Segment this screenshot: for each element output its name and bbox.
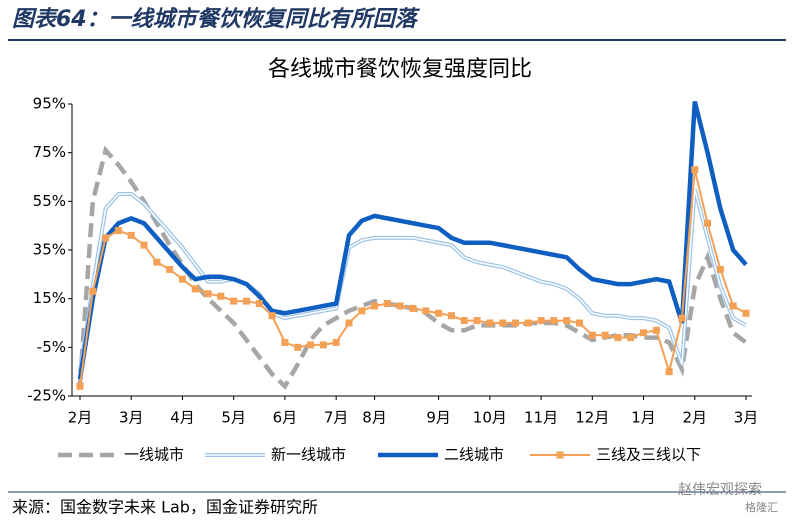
- point-marker: [665, 368, 673, 376]
- point-marker: [230, 297, 238, 305]
- point-marker: [396, 302, 404, 310]
- point-marker: [563, 317, 571, 325]
- point-marker: [627, 334, 635, 342]
- legend-label: 新一线城市: [271, 446, 346, 464]
- point-marker: [576, 319, 583, 327]
- y-tick-label: 75%: [33, 143, 66, 161]
- point-marker: [716, 265, 724, 273]
- point-marker: [307, 341, 315, 349]
- source: 来源：国金数字未来 Lab，国金证券研究所: [12, 498, 318, 517]
- x-tick-label: 1月: [631, 409, 656, 427]
- point-marker: [422, 307, 430, 315]
- x-tick-label: 10月: [473, 409, 507, 427]
- x-tick-label: 2月: [68, 409, 93, 427]
- x-tick-label: 7月: [324, 409, 349, 427]
- point-marker: [511, 319, 519, 327]
- x-tick-label: 4月: [170, 409, 195, 427]
- point-marker: [114, 227, 122, 235]
- chart-title: 各线城市餐饮恢复强度同比: [268, 57, 532, 82]
- y-tick-label: 95%: [33, 95, 66, 113]
- point-marker: [486, 319, 494, 327]
- point-marker: [383, 300, 391, 308]
- x-tick-label: 6月: [273, 409, 298, 427]
- legend-label: 一线城市: [124, 446, 184, 464]
- point-marker: [204, 290, 212, 298]
- x-tick-label: 3月: [734, 409, 759, 427]
- point-marker: [178, 275, 186, 283]
- point-marker: [678, 314, 686, 322]
- point-marker: [243, 297, 250, 305]
- point-marker: [742, 309, 750, 317]
- point-marker: [652, 326, 660, 334]
- point-marker: [281, 338, 289, 346]
- point-marker: [524, 319, 532, 327]
- point-marker: [127, 231, 135, 239]
- point-marker: [358, 307, 366, 315]
- y-tick-label: 55%: [33, 192, 66, 210]
- point-marker: [76, 382, 84, 390]
- point-marker: [332, 338, 340, 346]
- point-marker: [255, 300, 263, 308]
- point-marker: [409, 304, 417, 312]
- point-marker: [345, 319, 353, 327]
- point-marker: [550, 317, 558, 325]
- y-tick-label: 35%: [33, 241, 66, 259]
- point-marker: [473, 317, 481, 325]
- point-marker: [102, 234, 110, 242]
- y-tick-label: -5%: [37, 338, 66, 356]
- point-marker: [729, 302, 737, 310]
- point-marker: [499, 319, 507, 327]
- point-marker: [537, 317, 545, 325]
- point-marker: [217, 292, 225, 300]
- point-marker: [691, 166, 699, 174]
- y-tick-label: 15%: [33, 289, 66, 307]
- point-marker: [140, 241, 148, 249]
- watermark-small: 格隆汇: [745, 500, 778, 514]
- x-tick-label: 5月: [221, 409, 246, 427]
- series-line-core: [79, 188, 747, 372]
- x-tick-label: 3月: [119, 409, 144, 427]
- x-tick-label: 8月: [362, 409, 387, 427]
- point-marker: [640, 329, 648, 337]
- point-marker: [371, 302, 379, 310]
- series-line: [77, 145, 748, 390]
- watermark: 赵伟宏观探索: [678, 481, 762, 498]
- point-marker: [460, 317, 468, 325]
- series-line: [77, 101, 748, 380]
- point-marker: [191, 285, 199, 293]
- x-tick-label: 11月: [524, 409, 558, 427]
- point-marker: [601, 331, 609, 339]
- point-marker: [166, 265, 174, 273]
- x-tick-label: 12月: [575, 409, 609, 427]
- point-marker: [614, 334, 622, 342]
- point-marker: [153, 258, 161, 266]
- point-marker: [268, 312, 276, 320]
- point-marker: [89, 287, 97, 295]
- point-marker: [294, 343, 302, 351]
- x-tick-label: 2月: [682, 409, 707, 427]
- point-marker: [319, 341, 327, 349]
- legend-label: 二线城市: [444, 446, 504, 464]
- legend-marker: [556, 451, 564, 459]
- point-marker: [435, 309, 443, 317]
- figure-title: 图表64：一线城市餐饮恢复同比有所回落: [12, 6, 421, 32]
- legend-label: 三线及三线以下: [596, 446, 701, 464]
- y-tick-label: -25%: [27, 387, 66, 405]
- x-tick-label: 9月: [426, 409, 451, 427]
- point-marker: [447, 312, 455, 320]
- point-marker: [704, 219, 712, 227]
- point-marker: [588, 331, 596, 339]
